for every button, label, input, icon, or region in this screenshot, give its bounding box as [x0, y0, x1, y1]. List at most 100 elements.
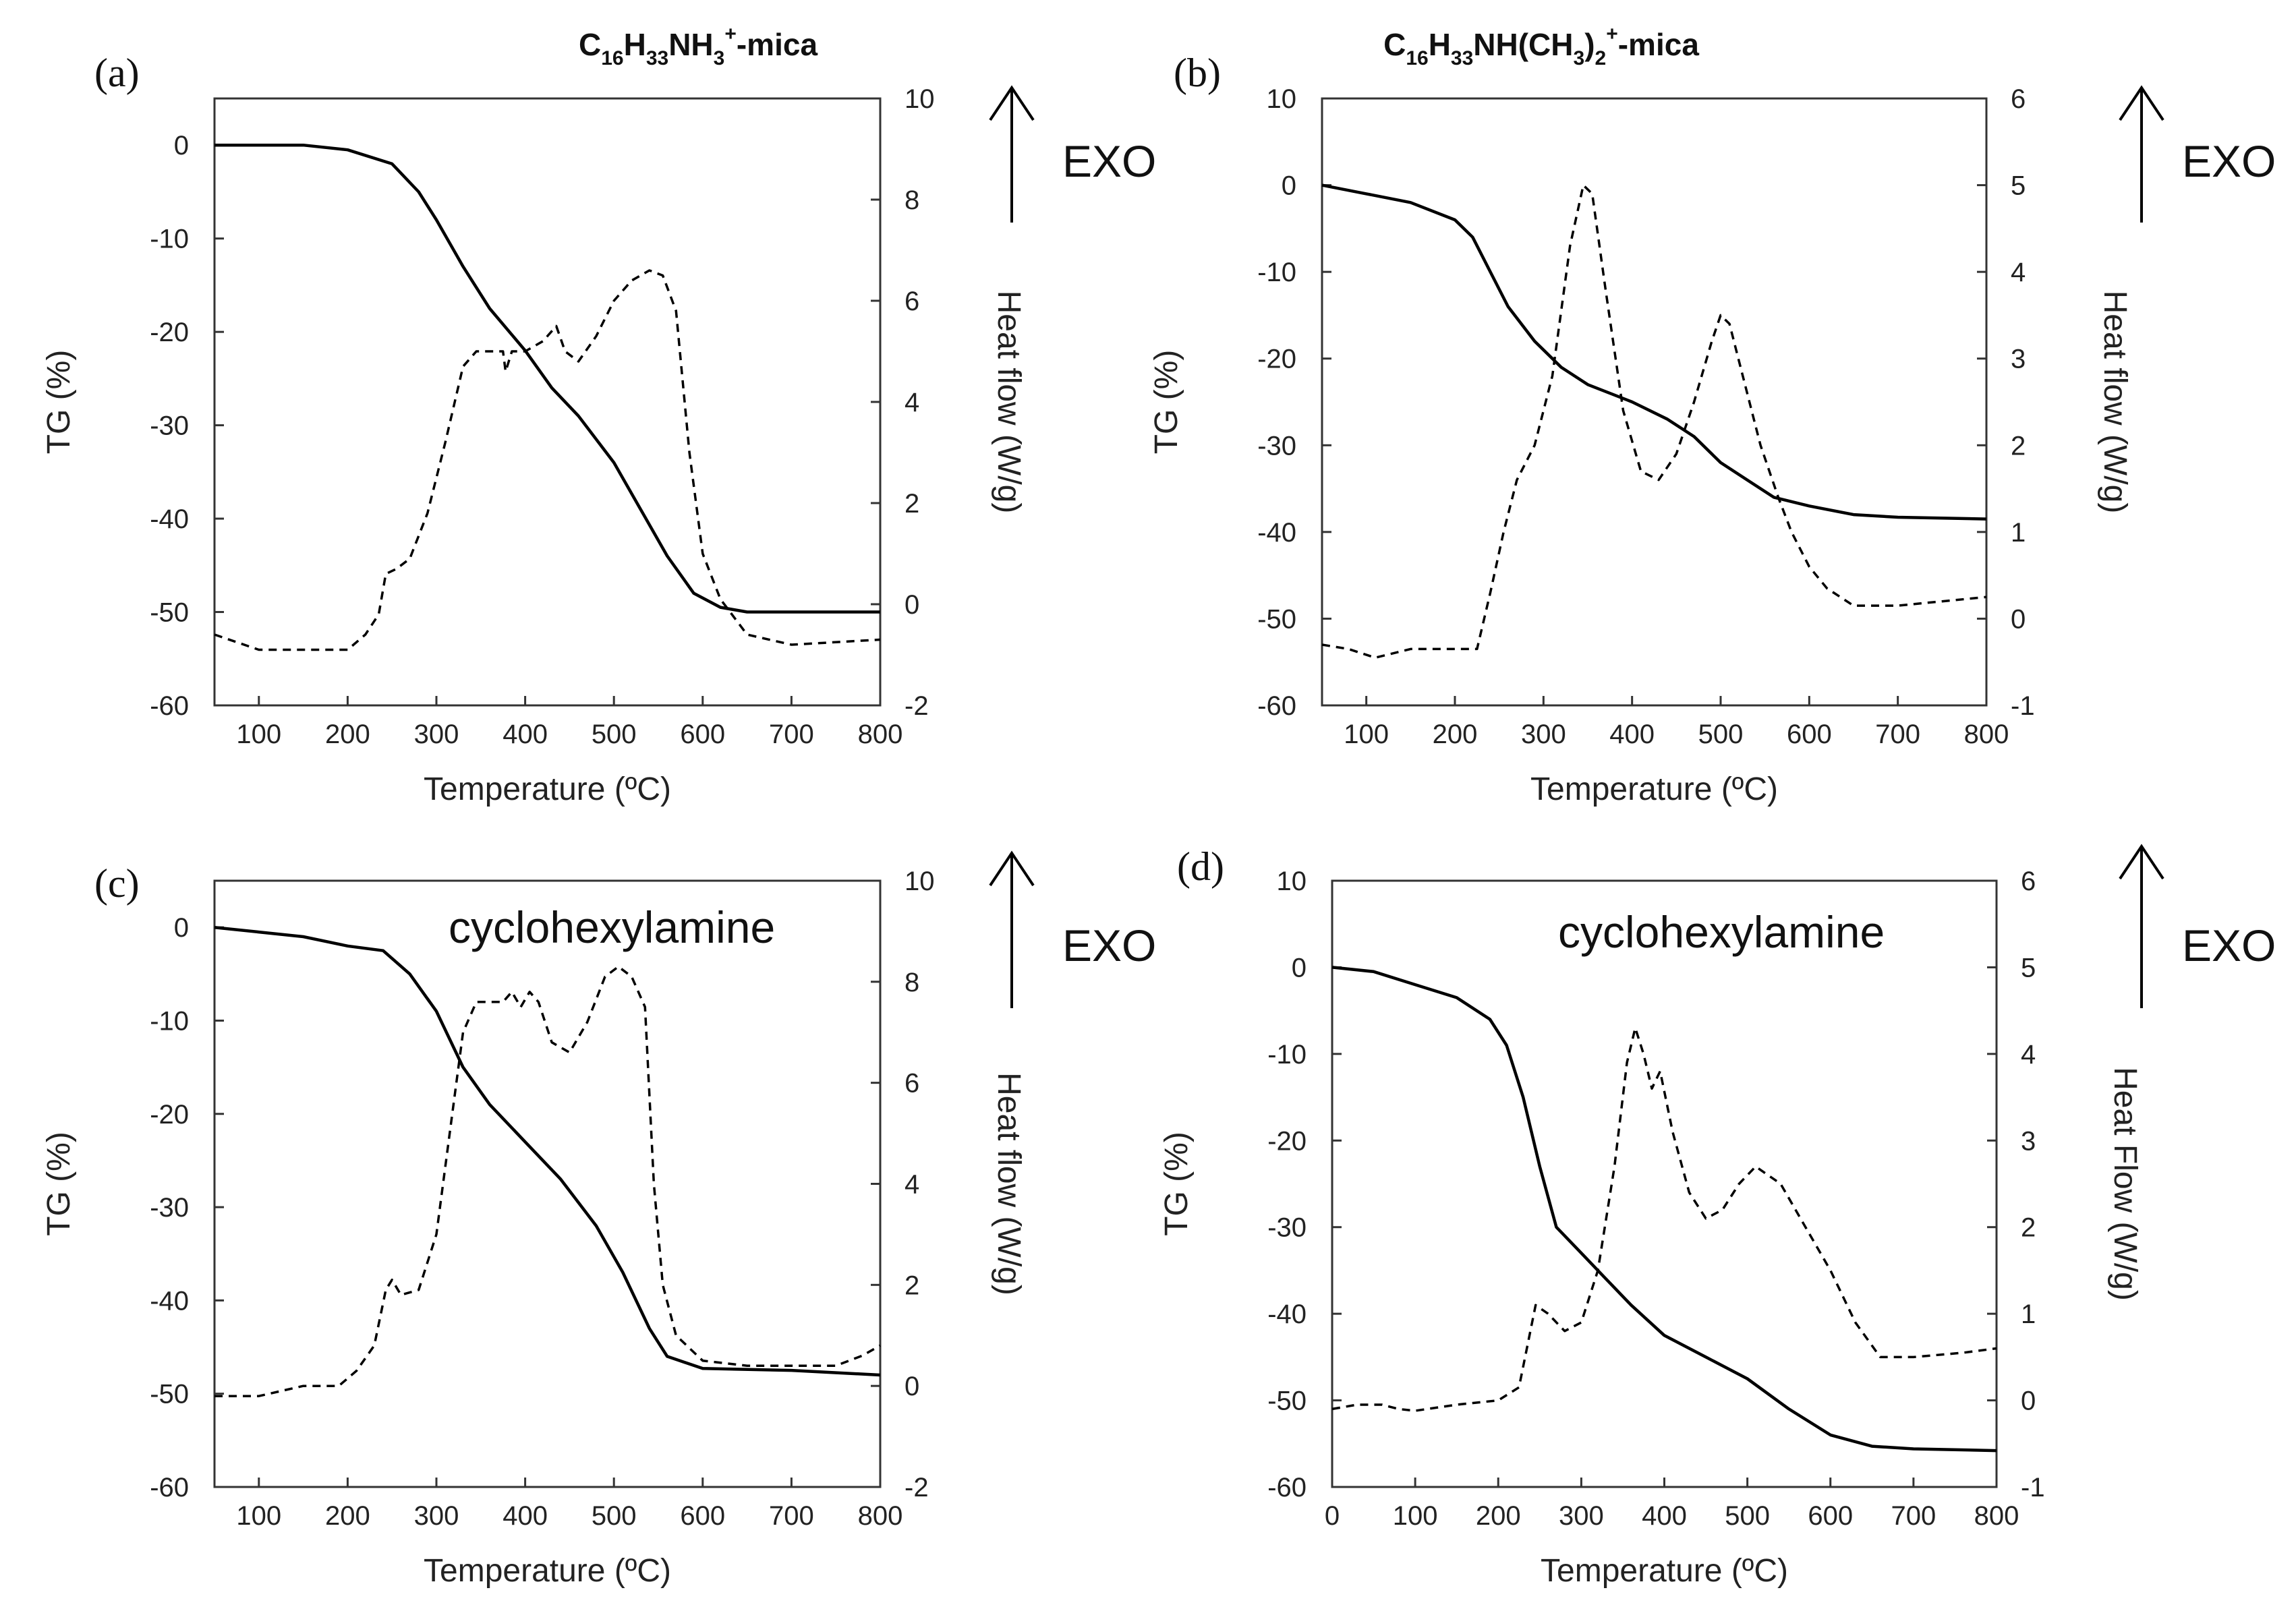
x-tick-label: 200 [1433, 720, 1478, 749]
y-tick-label: -20 [150, 1100, 189, 1130]
y2-axis-label: Heat Flow (W/g) [2107, 1067, 2143, 1301]
x-tick-label: 500 [1698, 720, 1744, 749]
title-segment: H [624, 27, 646, 62]
y-tick-label: -30 [150, 411, 189, 441]
y2-tick-label: 4 [2021, 1040, 2036, 1070]
x-tick-label: 700 [1875, 720, 1920, 749]
y-tick-label: 0 [1282, 171, 1296, 201]
x-tick-label: 100 [236, 1501, 281, 1531]
tg-line [1331, 966, 1997, 1453]
y2-tick-label: 6 [905, 287, 919, 316]
y-tick-label: -50 [150, 1380, 189, 1409]
y2-axis-label: Heat flow (W/g) [991, 291, 1027, 514]
x-tick-label: 400 [1642, 1501, 1687, 1531]
y-tick-label: 0 [1292, 953, 1307, 983]
x-tick-label: 100 [1344, 720, 1389, 749]
y-tick-label: -20 [150, 318, 189, 347]
x-tick-label: 400 [503, 1501, 548, 1531]
x-tick-label: 700 [1891, 1501, 1936, 1531]
tg-line [214, 925, 881, 1377]
exo-arrow-icon [2119, 844, 2164, 1008]
panel-title: C16H33NH3+-mica [579, 23, 817, 69]
y-axis-label: TG (%) [41, 350, 77, 455]
y2-tick-label: -1 [2011, 691, 2035, 721]
title-segment: 16 [601, 47, 623, 69]
y2-tick-label: 10 [905, 867, 935, 896]
y-tick-label: -60 [150, 691, 189, 721]
exo-arrow-icon [2119, 85, 2164, 223]
y2-tick-label: 6 [2011, 84, 2026, 114]
x-tick-label: 300 [1521, 720, 1566, 749]
heat-flow-line [1321, 183, 1987, 660]
title-segment: -mica [737, 27, 818, 62]
y2-tick-label: 3 [2011, 345, 2026, 374]
y2-tick-label: 2 [2011, 431, 2026, 461]
y-tick-label: -30 [1267, 1213, 1307, 1243]
y-tick-label: -10 [150, 225, 189, 254]
compound-annotation: cyclohexylamine [449, 902, 775, 952]
x-tick-label: 800 [858, 1501, 903, 1531]
y2-tick-label: 4 [905, 1170, 919, 1200]
y-tick-label: -60 [1267, 1473, 1307, 1502]
compound-annotation: cyclohexylamine [1558, 907, 1885, 957]
y-tick-label: -40 [1267, 1299, 1307, 1329]
y2-tick-label: -1 [2021, 1473, 2045, 1502]
y-tick-label: -10 [1257, 258, 1296, 287]
x-tick-label: 400 [1609, 720, 1655, 749]
x-tick-label: 800 [1974, 1501, 2019, 1531]
y2-tick-label: 0 [905, 590, 919, 620]
x-tick-label: 300 [414, 720, 459, 749]
x-tick-label: 0 [1325, 1501, 1340, 1531]
tg-line [214, 143, 880, 614]
title-segment: NH [668, 27, 713, 62]
x-tick-label: 800 [858, 720, 903, 749]
panel-label: (b) [1174, 51, 1221, 95]
y-tick-label: -50 [1257, 604, 1296, 634]
y2-tick-label: 10 [905, 84, 935, 114]
y-tick-label: -40 [150, 504, 189, 534]
exo-label: EXO [2182, 136, 2276, 186]
title-segment: 33 [1451, 47, 1473, 69]
y-tick-label: -30 [150, 1193, 189, 1223]
x-tick-label: 300 [414, 1501, 459, 1531]
title-segment: + [724, 23, 737, 45]
x-tick-label: 600 [1787, 720, 1832, 749]
title-segment: H [1429, 27, 1451, 62]
x-tick-label: 100 [236, 720, 281, 749]
x-tick-label: 600 [680, 1501, 725, 1531]
exo-arrow-icon [989, 850, 1035, 1008]
x-tick-label: 700 [769, 720, 814, 749]
panel-label: (c) [94, 861, 140, 906]
y-tick-label: -30 [1257, 431, 1296, 461]
x-tick-label: 200 [325, 720, 370, 749]
exo-label: EXO [1062, 136, 1156, 186]
title-segment: C [1383, 27, 1406, 62]
panel-label: (d) [1177, 844, 1224, 889]
y2-axis-label: Heat flow (W/g) [2097, 291, 2133, 514]
panel-label: (a) [94, 51, 140, 95]
y2-tick-label: 2 [905, 489, 919, 519]
exo-label: EXO [1062, 921, 1156, 970]
title-segment: C [579, 27, 601, 62]
y-tick-label: -60 [1257, 691, 1296, 721]
exo-arrow-icon [989, 85, 1035, 223]
x-tick-label: 100 [1393, 1501, 1438, 1531]
exo-label: EXO [2182, 921, 2276, 970]
y2-tick-label: 5 [2011, 171, 2026, 201]
title-segment: -mica [1618, 27, 1700, 62]
y2-tick-label: -2 [905, 691, 929, 721]
x-tick-label: 500 [592, 720, 637, 749]
panel-a: 100 200 300 400 500 600 700 8000-10-20-30-40-50… [41, 23, 1156, 807]
plot-frame [1321, 97, 1988, 707]
y-tick-label: -50 [1267, 1386, 1307, 1416]
y2-tick-label: 4 [905, 388, 919, 417]
y2-tick-label: 2 [2021, 1213, 2036, 1243]
y-tick-label: -20 [1257, 345, 1296, 374]
y2-tick-label: 8 [905, 185, 919, 215]
title-segment: 16 [1406, 47, 1428, 69]
y2-tick-label: 1 [2011, 518, 2026, 548]
y2-tick-label: 6 [905, 1069, 919, 1099]
y-tick-label: -50 [150, 598, 189, 628]
